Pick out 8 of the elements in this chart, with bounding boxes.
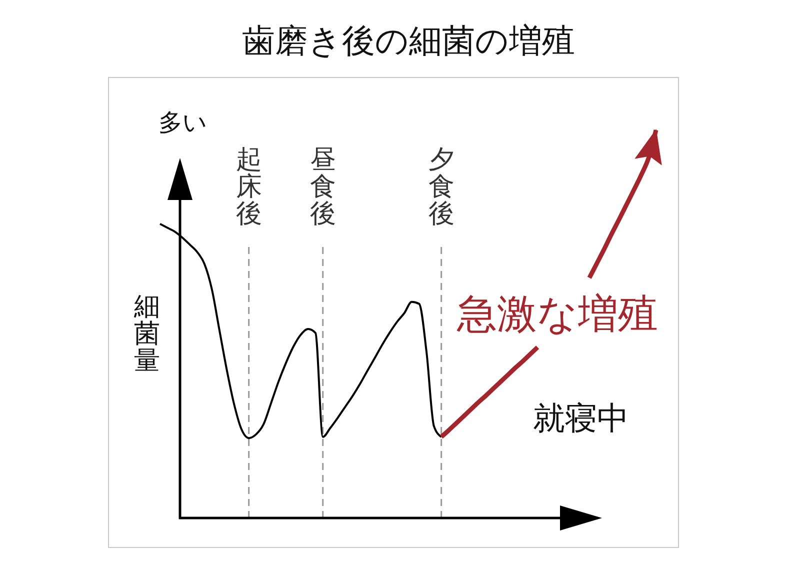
- annotation: 就寝中: [533, 400, 629, 436]
- x-tick-label: 昼食後: [310, 144, 336, 228]
- chart-title: 歯磨き後の細菌の増殖: [242, 22, 575, 59]
- x-tick-label: 夕食後: [428, 144, 454, 228]
- annotation: 多い: [158, 110, 208, 136]
- x-tick-label: 起床後: [236, 144, 262, 228]
- series-label: 急激な増殖: [456, 292, 658, 337]
- y-axis-title: 細菌量: [133, 291, 160, 375]
